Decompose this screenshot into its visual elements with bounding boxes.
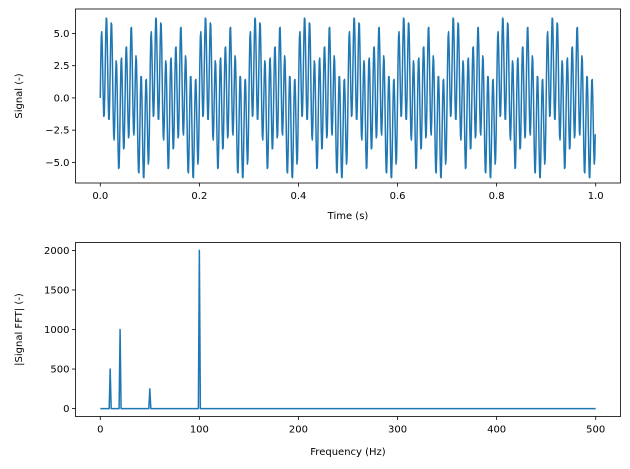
x-tick-label: 0.4 xyxy=(291,191,307,202)
y-tick-label: 1000 xyxy=(44,325,69,336)
y-tick-label: 5.0 xyxy=(54,29,70,40)
y-tick-label: 0 xyxy=(63,404,69,415)
y-tick-label: 2000 xyxy=(44,246,69,257)
axes-frame xyxy=(75,8,621,184)
x-axis-label: Time (s) xyxy=(327,211,369,222)
x-tick-label: 1.0 xyxy=(588,191,604,202)
x-tick-label: 400 xyxy=(487,425,506,436)
signal-time-axes: 0.0 0.2 0.4 0.6 0.8 1.0 −5.0 −2.5 0.0 2.5 5.0 Time … xyxy=(14,8,621,222)
x-tick-label: 0 xyxy=(97,425,103,436)
x-tick-label: 0.6 xyxy=(390,191,406,202)
y-axis-label: |Signal FFT| (-) xyxy=(14,293,25,366)
y-tick-label: 0.0 xyxy=(54,93,70,104)
fft-line xyxy=(100,249,596,410)
fft-axes: 0 100 200 300 400 500 0 500 1000 1500 2000 Frequenc… xyxy=(14,242,621,458)
y-tick-label: 1500 xyxy=(44,285,69,296)
y-axis-label: Signal (-) xyxy=(14,73,25,118)
x-axis-label: Frequency (Hz) xyxy=(310,447,386,458)
x-tick-label: 300 xyxy=(388,425,407,436)
x-tick-label: 0.8 xyxy=(489,191,505,202)
y-tick-label: 2.5 xyxy=(54,61,70,72)
axes-frame xyxy=(75,242,621,417)
x-tick-label: 200 xyxy=(289,425,308,436)
y-tick-label: −5.0 xyxy=(45,158,69,169)
y-tick-label: −2.5 xyxy=(45,126,69,137)
y-tick-label: 500 xyxy=(50,365,69,376)
x-tick-label: 500 xyxy=(586,425,605,436)
x-tick-label: 0.2 xyxy=(191,191,207,202)
x-tick-label: 100 xyxy=(190,425,209,436)
signal-line xyxy=(99,17,596,179)
x-tick-label: 0.0 xyxy=(92,191,108,202)
